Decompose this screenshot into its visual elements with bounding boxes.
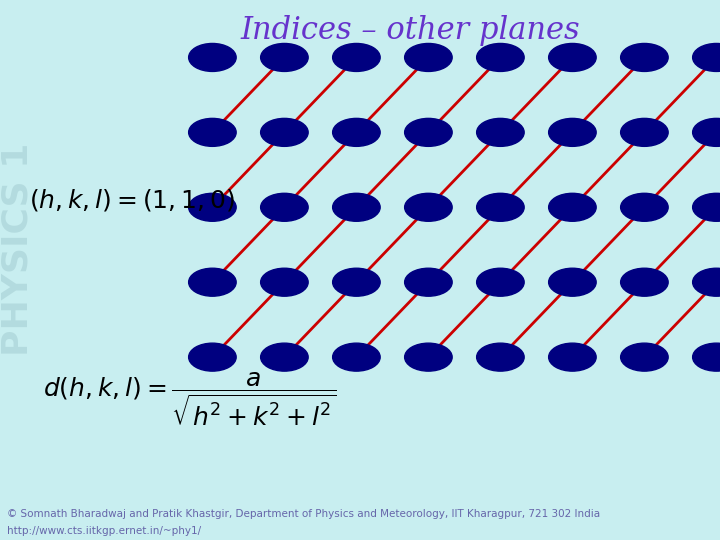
Ellipse shape (693, 43, 720, 71)
Ellipse shape (189, 118, 236, 146)
Ellipse shape (333, 268, 380, 296)
Ellipse shape (261, 343, 308, 371)
Ellipse shape (621, 118, 668, 146)
Ellipse shape (261, 118, 308, 146)
Ellipse shape (261, 268, 308, 296)
Ellipse shape (693, 193, 720, 221)
Text: $(h, k, l) = (1, 1, 0)$: $(h, k, l) = (1, 1, 0)$ (29, 187, 235, 213)
Ellipse shape (621, 43, 668, 71)
Ellipse shape (477, 193, 524, 221)
Ellipse shape (261, 43, 308, 71)
Ellipse shape (333, 43, 380, 71)
Ellipse shape (693, 343, 720, 371)
Ellipse shape (477, 43, 524, 71)
Ellipse shape (693, 268, 720, 296)
Ellipse shape (333, 118, 380, 146)
Text: $d(h, k, l) = \dfrac{a}{\sqrt{h^2 + k^2 + l^2}}$: $d(h, k, l) = \dfrac{a}{\sqrt{h^2 + k^2 … (43, 370, 337, 429)
Ellipse shape (405, 343, 452, 371)
Ellipse shape (621, 268, 668, 296)
Ellipse shape (261, 193, 308, 221)
Ellipse shape (621, 343, 668, 371)
Ellipse shape (333, 193, 380, 221)
Text: PHYSICS 1: PHYSICS 1 (1, 143, 35, 356)
Ellipse shape (189, 43, 236, 71)
Ellipse shape (189, 268, 236, 296)
Text: http://www.cts.iitkgp.ernet.in/~phy1/: http://www.cts.iitkgp.ernet.in/~phy1/ (7, 526, 202, 536)
Ellipse shape (189, 193, 236, 221)
Ellipse shape (405, 43, 452, 71)
Ellipse shape (549, 268, 596, 296)
Ellipse shape (477, 343, 524, 371)
Text: © Somnath Bharadwaj and Pratik Khastgir, Department of Physics and Meteorology, : © Somnath Bharadwaj and Pratik Khastgir,… (7, 509, 600, 519)
Ellipse shape (549, 343, 596, 371)
Text: Indices – other planes: Indices – other planes (240, 15, 580, 46)
Ellipse shape (621, 193, 668, 221)
Ellipse shape (477, 268, 524, 296)
Ellipse shape (405, 193, 452, 221)
Ellipse shape (189, 343, 236, 371)
Ellipse shape (549, 118, 596, 146)
Ellipse shape (405, 268, 452, 296)
Ellipse shape (477, 118, 524, 146)
Ellipse shape (549, 43, 596, 71)
Ellipse shape (333, 343, 380, 371)
Ellipse shape (405, 118, 452, 146)
Ellipse shape (549, 193, 596, 221)
Ellipse shape (693, 118, 720, 146)
